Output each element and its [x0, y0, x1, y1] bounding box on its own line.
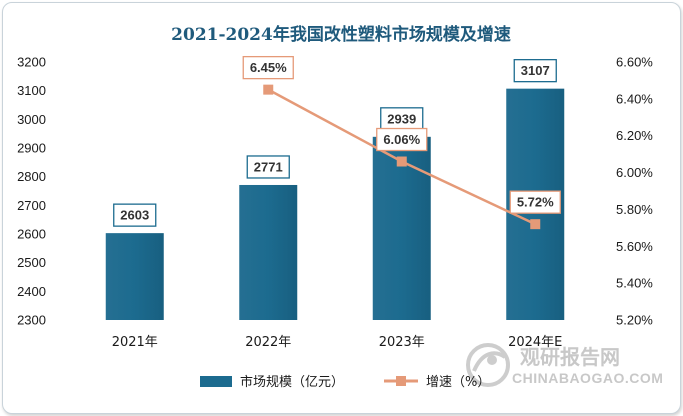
- right-y-axis: 5.20% 5.40% 5.60% 5.80% 6.00% 6.20% 6.40% 6.60%: [616, 55, 653, 328]
- right-tick-label: 6.00%: [616, 165, 653, 180]
- category-label: 2021年: [112, 335, 158, 350]
- bar: [105, 233, 164, 320]
- legend: 市场规模（亿元） 增速（%）: [200, 374, 490, 390]
- bar-value-label: 2939: [387, 111, 416, 126]
- bar-value-label-box: [246, 155, 290, 179]
- x-axis-categories: 2021年 2022年 2023年 2024年E: [112, 335, 563, 350]
- line-marker: [396, 156, 407, 167]
- left-tick-label: 3000: [17, 112, 46, 127]
- chart-title: 2021-2024年我国改性塑料市场规模及增速: [171, 24, 511, 45]
- left-tick-label: 2700: [17, 198, 46, 213]
- left-tick-label: 3200: [17, 55, 46, 70]
- watermark: 观研报告网 CHINABAOGAO.COM: [466, 343, 663, 387]
- legend-line-marker: [396, 376, 406, 386]
- left-tick-label: 2600: [17, 227, 46, 242]
- left-tick-label: 3100: [17, 83, 46, 98]
- category-label: 2024年E: [508, 335, 562, 350]
- left-tick-label: 2800: [17, 169, 46, 184]
- right-tick-label: 6.40%: [616, 91, 653, 106]
- left-tick-label: 2400: [17, 284, 46, 299]
- right-tick-label: 5.40%: [616, 276, 653, 291]
- watermark-cn: 观研报告网: [520, 345, 620, 369]
- bar-value-label: 2603: [120, 208, 149, 223]
- bar-value-label-box: [113, 203, 157, 227]
- line-marker: [530, 219, 541, 230]
- bar: [372, 136, 431, 320]
- legend-bar-label: 市场规模（亿元）: [240, 374, 344, 390]
- line-marker: [263, 84, 274, 95]
- right-tick-label: 5.20%: [616, 313, 653, 328]
- line-series: [263, 84, 541, 230]
- bar-value-label: 2771: [254, 159, 283, 174]
- bar-value-label-box: [513, 59, 557, 83]
- growth-value-label-box: [376, 127, 428, 152]
- data-labels: 2603 2771 2939 3107 6.45% 6.06% 5.72%: [113, 55, 561, 227]
- logo-icon: [466, 343, 510, 387]
- left-tick-label: 2900: [17, 141, 46, 156]
- growth-value-label: 5.72%: [517, 195, 554, 210]
- right-tick-label: 5.80%: [616, 202, 653, 217]
- bar: [239, 184, 298, 320]
- right-tick-label: 5.60%: [616, 239, 653, 254]
- watermark-en: CHINABAOGAO.COM: [512, 370, 663, 386]
- left-tick-label: 2500: [17, 255, 46, 270]
- growth-value-label: 6.06%: [383, 132, 420, 147]
- category-label: 2023年: [379, 335, 425, 350]
- growth-value-label-box: [242, 55, 294, 80]
- left-tick-label: 2300: [17, 313, 46, 328]
- legend-bar-swatch: [200, 376, 232, 387]
- legend-line-label: 增速（%）: [426, 375, 490, 390]
- bar-value-label: 3107: [521, 63, 550, 78]
- right-tick-label: 6.20%: [616, 128, 653, 143]
- category-label: 2022年: [245, 335, 291, 350]
- right-tick-label: 6.60%: [616, 55, 653, 70]
- left-y-axis: 2300 2400 2500 2600 2700 2800 2900 3000 3100 3200: [17, 55, 46, 328]
- growth-value-label: 6.45%: [250, 60, 287, 75]
- growth-value-label-box: [509, 190, 561, 214]
